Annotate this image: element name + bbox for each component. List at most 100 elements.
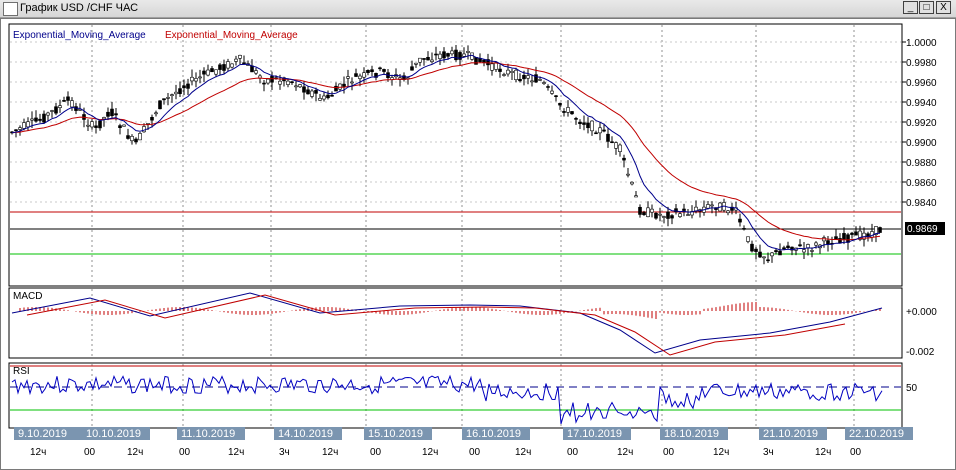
candle-body xyxy=(618,144,622,152)
candle-body xyxy=(686,214,690,216)
macd-tick-label: -0.002 xyxy=(906,347,935,358)
candle-body xyxy=(550,90,554,94)
candle-body xyxy=(26,121,30,128)
candle-body xyxy=(234,58,238,62)
time-label: 3ч xyxy=(763,447,774,458)
price-panel xyxy=(8,23,903,287)
candle-body xyxy=(854,231,858,236)
macd-tick-label: +0.000 xyxy=(906,307,937,318)
price-tick-label: 0.9860 xyxy=(906,178,937,189)
close-button[interactable]: X xyxy=(936,1,951,14)
date-label-bg xyxy=(660,427,728,440)
price-tick-label: 1.0000 xyxy=(906,38,937,49)
candle-body xyxy=(30,118,34,121)
candle-body xyxy=(482,59,486,63)
candle-body xyxy=(538,79,542,81)
time-label: 12ч xyxy=(228,447,244,458)
candle-body xyxy=(278,80,282,85)
candle-body xyxy=(598,127,602,134)
candle-body xyxy=(558,102,562,106)
candle-body xyxy=(342,83,346,87)
date-label: 17.10.2019 xyxy=(567,428,622,440)
title-bar: График USD /CHF ЧАС _ □ X xyxy=(0,0,956,18)
candle-body xyxy=(582,122,586,125)
candle-body xyxy=(486,59,490,66)
candle-body xyxy=(66,96,70,101)
candle-body xyxy=(634,195,638,198)
minimize-button[interactable]: _ xyxy=(903,1,918,14)
candle-body xyxy=(674,208,678,213)
rsi-tick-label: 50 xyxy=(906,383,918,394)
candle-body xyxy=(754,248,758,252)
candle-body xyxy=(614,142,618,149)
candle-body xyxy=(502,74,506,76)
date-label-bg xyxy=(563,427,631,440)
time-label: 12ч xyxy=(617,447,633,458)
time-label: 00 xyxy=(469,447,481,458)
candle-body xyxy=(126,135,130,139)
time-label: 12ч xyxy=(815,447,831,458)
candle-body xyxy=(682,208,686,211)
candle-body xyxy=(46,112,50,116)
candle-body xyxy=(230,63,234,68)
candle-body xyxy=(154,112,158,115)
candle-body xyxy=(462,53,466,57)
candle-body xyxy=(346,76,350,79)
price-tick-label: 0.9980 xyxy=(906,58,937,69)
candle-body xyxy=(786,245,790,249)
candle-body xyxy=(286,80,290,85)
candle-body xyxy=(186,83,190,89)
candle-body xyxy=(662,216,666,218)
date-label: 15.10.2019 xyxy=(368,428,423,440)
date-label: 16.10.2019 xyxy=(466,428,521,440)
window-title: График USD /CHF ЧАС xyxy=(20,2,139,14)
macd-line xyxy=(11,292,883,354)
candle-body xyxy=(762,256,766,259)
candle-body xyxy=(850,232,854,235)
candle-body xyxy=(490,63,494,71)
date-label-bg xyxy=(274,427,342,440)
candle-body xyxy=(130,136,134,142)
candle-body xyxy=(610,141,614,144)
grid-lines xyxy=(10,25,901,427)
candle-body xyxy=(306,89,310,95)
candle-body xyxy=(338,83,342,90)
price-tick-label: 0.9880 xyxy=(906,158,937,169)
candle-body xyxy=(218,64,222,70)
maximize-button[interactable]: □ xyxy=(919,1,934,14)
candle-body xyxy=(434,53,438,56)
date-label-bg xyxy=(462,427,530,440)
time-label: 12ч xyxy=(422,447,438,458)
candle-body xyxy=(262,82,266,85)
candle-body xyxy=(638,206,642,215)
candle-body xyxy=(666,211,670,219)
candle-body xyxy=(650,208,654,213)
date-axis: 9.10.2019 10.10.2019 11.10.2019 14.10.2019 1… xyxy=(14,427,913,440)
candle-body xyxy=(410,66,414,71)
candle-body xyxy=(378,67,382,70)
candle-body xyxy=(802,249,806,253)
candle-body xyxy=(766,259,770,262)
candle-body xyxy=(838,238,842,244)
candle-body xyxy=(138,133,142,141)
time-label: 12ч xyxy=(322,447,338,458)
price-tick-label: 0.9940 xyxy=(906,98,937,109)
candle-body xyxy=(202,70,206,75)
time-label: 00 xyxy=(850,447,862,458)
candle-body xyxy=(298,84,302,88)
candle-body xyxy=(782,247,786,250)
macd-signal-line xyxy=(26,294,846,356)
level-lines xyxy=(10,211,901,411)
candle-body xyxy=(50,110,54,112)
time-label: 00 xyxy=(567,447,579,458)
candle-body xyxy=(534,74,538,83)
candle-body xyxy=(266,78,270,84)
rsi-line xyxy=(11,374,883,425)
candle-body xyxy=(746,236,750,242)
candle-body xyxy=(454,49,458,61)
ema-slow-legend: Exponential_Moving_Average xyxy=(165,30,298,41)
candle-body xyxy=(670,215,674,219)
macd-legend: MACD xyxy=(13,291,42,302)
candle-body xyxy=(442,51,446,59)
